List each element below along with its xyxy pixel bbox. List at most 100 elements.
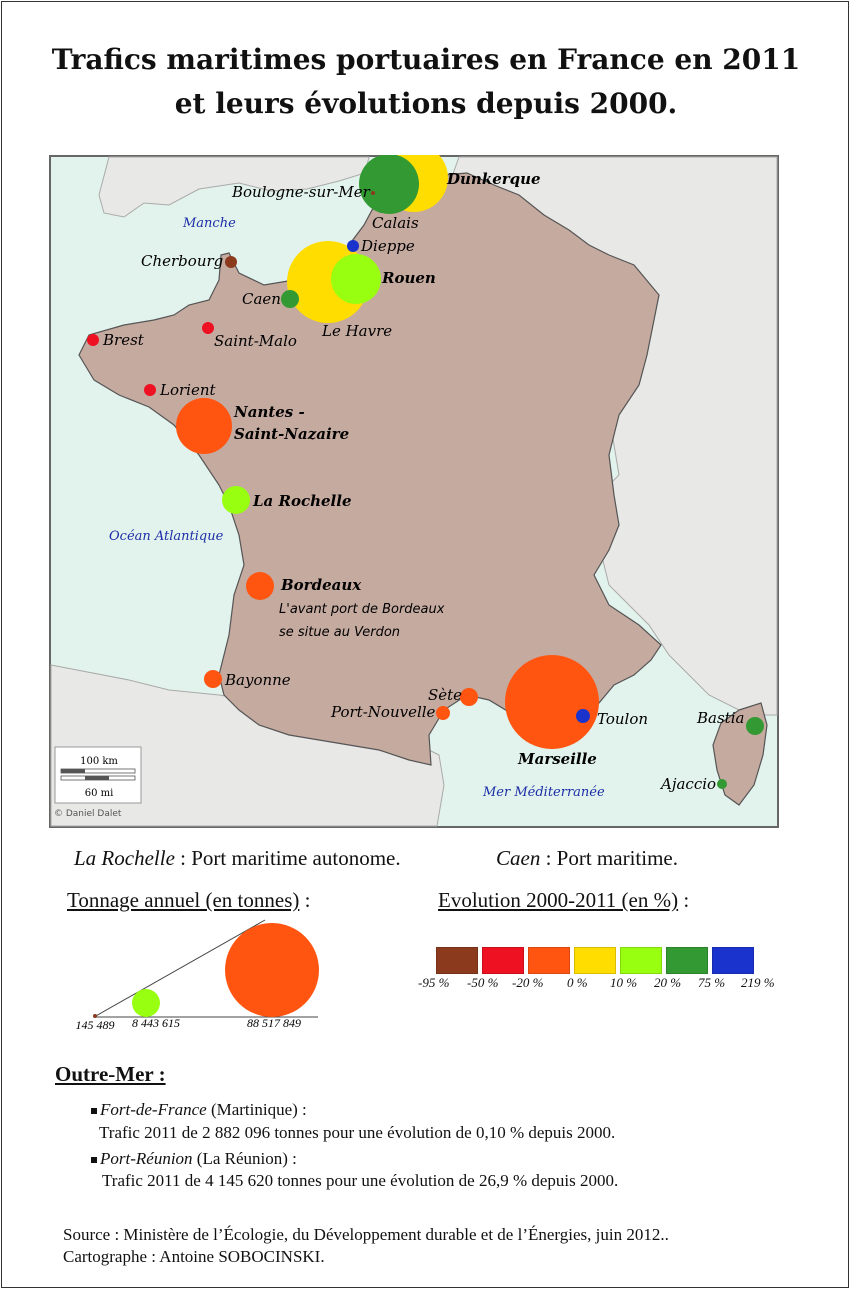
evolution-title-colon: : [678, 888, 690, 912]
outre-mer-item-2-heading: Port-Réunion (La Réunion) : [91, 1149, 297, 1169]
evolution-label-219: 219 % [741, 975, 775, 990]
port-marker [371, 191, 375, 195]
port-marker [436, 706, 450, 720]
title-line-1: Trafics maritimes portuaires en France e… [51, 43, 801, 76]
port-label: Sète [428, 686, 462, 704]
port-label: Saint-Malo [214, 332, 297, 350]
tonnage-size-legend: 145 489 8 443 615 88 517 849 [76, 919, 319, 1032]
port-ajaccio: Ajaccio [659, 775, 727, 793]
tonnage-title-text: Tonnage annuel (en tonnes) [67, 888, 300, 912]
port-label: Caen [242, 290, 281, 308]
cartographer-line: Cartographe : Antoine SOBOCINSKI. [63, 1247, 325, 1266]
port-marker [359, 155, 419, 214]
outre-mer-region-1: (Martinique) : [206, 1100, 307, 1119]
outre-mer-port-2: Port-Réunion [100, 1149, 193, 1168]
port-boulogne: Boulogne-sur-Mer [231, 183, 375, 201]
bullet-icon [91, 1108, 97, 1115]
size-medium [132, 989, 160, 1017]
map-title: Trafics maritimes portuaires en France e… [0, 38, 852, 126]
port-marker [505, 655, 599, 749]
swatch-0 [574, 947, 616, 974]
port-cherbourg: Cherbourg [141, 252, 237, 270]
port-marker [225, 256, 237, 268]
port-sete: Sète [428, 686, 478, 706]
port-label: Ajaccio [659, 775, 716, 793]
port-rouen: Rouen [331, 254, 436, 304]
port-marker [176, 398, 232, 454]
port-marker [717, 779, 727, 789]
port-label: Rouen [381, 269, 436, 287]
port-marker [576, 709, 590, 723]
port-label: Toulon [597, 710, 648, 728]
tonnage-legend-title: Tonnage annuel (en tonnes) : [67, 888, 310, 913]
port-marker [746, 717, 764, 735]
maritime-text: : Port maritime. [540, 846, 678, 870]
port-label: Calais [372, 214, 419, 232]
maritime-example: Caen [496, 846, 541, 870]
outre-mer-item-1-heading: Fort-de-France (Martinique) : [91, 1100, 307, 1120]
france-map: Manche Océan Atlantique Mer Méditerranée… [49, 155, 779, 828]
swatch-20 [666, 947, 708, 974]
port-marker [460, 688, 478, 706]
bordeaux-note-line-2: se situe au Verdon [279, 625, 400, 640]
port-marker [281, 290, 299, 308]
port-port-nouvelle: Port-Nouvelle [330, 703, 450, 721]
sea-label-manche: Manche [182, 216, 236, 231]
port-caen: Caen [242, 290, 299, 308]
port-label: Brest [102, 331, 145, 349]
title-line-2: et leurs évolutions depuis 2000. [174, 87, 678, 120]
tonnage-title-colon: : [299, 888, 311, 912]
port-bayonne: Bayonne [204, 670, 291, 689]
port-marker [347, 240, 359, 252]
port-label: Bastia [696, 709, 744, 727]
port-label: Bayonne [224, 671, 291, 689]
sea-label-atlantique: Océan Atlantique [109, 529, 224, 544]
port-marker [202, 322, 214, 334]
port-toulon: Toulon [576, 709, 648, 728]
evolution-legend-title: Evolution 2000-2011 (en %) : [438, 888, 689, 913]
port-dieppe: Dieppe [347, 237, 415, 255]
port-marker [246, 572, 274, 600]
port-label: Nantes - Saint-Nazaire [233, 403, 349, 443]
bullet-icon [91, 1157, 97, 1164]
outre-mer-title: Outre-Mer : [55, 1062, 166, 1086]
autonome-example: La Rochelle [74, 846, 175, 870]
port-marker [222, 486, 250, 514]
outre-mer-region-2: (La Réunion) : [192, 1149, 297, 1168]
size-label-small: 145 489 [76, 1018, 115, 1032]
size-label-medium: 8 443 615 [132, 1016, 180, 1030]
evolution-title-text: Evolution 2000-2011 (en %) [438, 888, 679, 912]
outre-mer-item-2-text: Trafic 2011 de 4 145 620 tonnes pour une… [102, 1171, 619, 1190]
bordeaux-note-line-1: L'avant port de Bordeaux [279, 602, 445, 617]
port-label-line-1: Nantes - [233, 403, 305, 421]
map-credit: © Daniel Dalet [54, 809, 122, 819]
port-brest: Brest [87, 331, 145, 349]
port-label: Dunkerque [446, 170, 541, 188]
port-marker [144, 384, 156, 396]
port-type-legend-maritime: Caen : Port maritime. [496, 846, 678, 871]
port-label: Port-Nouvelle [330, 703, 436, 721]
sea-label-mediterranee: Mer Méditerranée [482, 785, 605, 800]
autonome-text: : Port maritime autonome. [174, 846, 401, 870]
port-label-line-2: Saint-Nazaire [234, 425, 349, 443]
scale-km-label: 100 km [80, 756, 118, 767]
swatch-m50 [482, 947, 524, 974]
evolution-label-10: 10 % [610, 975, 638, 990]
evolution-label-m50: -50 % [467, 975, 499, 990]
evolution-color-scale [436, 947, 758, 974]
size-label-large: 88 517 849 [247, 1016, 301, 1030]
port-marseille: Marseille [505, 655, 599, 768]
port-type-legend-autonome: La Rochelle : Port maritime autonome. [74, 846, 401, 871]
port-nantes-saint-nazaire: Nantes - Saint-Nazaire [176, 398, 349, 454]
source-line: Source : Ministère de l’Écologie, du Dév… [63, 1225, 669, 1244]
port-bordeaux: Bordeaux [246, 572, 362, 600]
port-label: La Rochelle [252, 492, 351, 510]
swatch-m20 [528, 947, 570, 974]
port-label: Cherbourg [141, 252, 223, 270]
france-land [78, 172, 662, 766]
outre-mer-item-1-text: Trafic 2011 de 2 882 096 tonnes pour une… [99, 1123, 616, 1142]
port-label: Dieppe [360, 237, 415, 255]
port-calais: Calais [359, 155, 419, 232]
port-marker [87, 334, 99, 346]
